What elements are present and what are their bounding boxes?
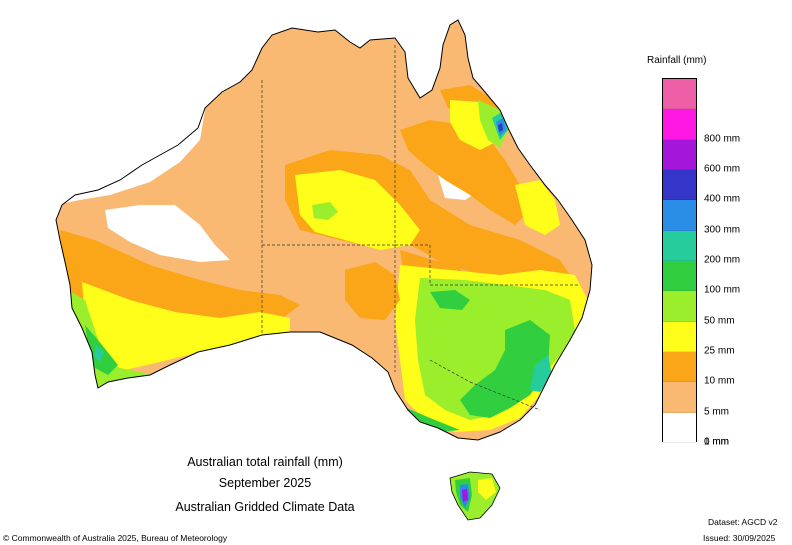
legend-swatch — [663, 382, 696, 413]
legend-swatch — [663, 321, 696, 352]
legend-color-bar — [662, 78, 697, 443]
legend-swatch — [663, 170, 696, 201]
map-title: Australian total rainfall (mm) — [187, 455, 343, 469]
legend-swatch — [663, 352, 696, 383]
mainland-rainfall-zones — [56, 20, 592, 440]
map-dataset-name: Australian Gridded Climate Data — [175, 500, 355, 514]
map-period: September 2025 — [218, 476, 312, 490]
legend-label: 5 mm — [704, 406, 729, 418]
legend-swatch — [663, 139, 696, 170]
legend-swatch — [663, 412, 696, 443]
legend-label: 0 mm — [704, 436, 729, 448]
legend-label: 50 mm — [704, 315, 735, 327]
legend-label: 100 mm — [704, 284, 741, 296]
mainland-coastline — [55, 19, 593, 441]
legend-label: 10 mm — [704, 375, 735, 387]
legend-label: 25 mm — [704, 345, 735, 357]
legend-swatch — [663, 200, 696, 231]
legend-swatch — [663, 261, 696, 292]
legend-label: 200 mm — [704, 254, 741, 266]
rainfall-legend: Rainfall (mm) 800 mm 600 mm 400 mm 300 mm 20… — [640, 52, 750, 452]
copyright-notice: © Commonwealth of Australia 2025, Bureau… — [3, 533, 228, 543]
issued-date: Issued: 30/09/2025 — [703, 533, 776, 543]
legend-swatch — [663, 291, 696, 322]
legend-label: 400 mm — [704, 193, 741, 205]
legend-label: 300 mm — [704, 224, 741, 236]
dataset-version: Dataset: AGCD v2 — [708, 517, 778, 527]
legend-label: 600 mm — [704, 163, 741, 175]
legend-label: 1 mm — [704, 436, 729, 448]
tasmania-rainfall — [449, 471, 501, 521]
legend-swatch — [663, 230, 696, 261]
legend-swatch — [663, 109, 696, 140]
legend-label: 800 mm — [704, 133, 741, 145]
legend-swatch — [663, 79, 696, 110]
legend-title: Rainfall (mm) — [647, 55, 707, 66]
state-borders — [261, 45, 580, 411]
